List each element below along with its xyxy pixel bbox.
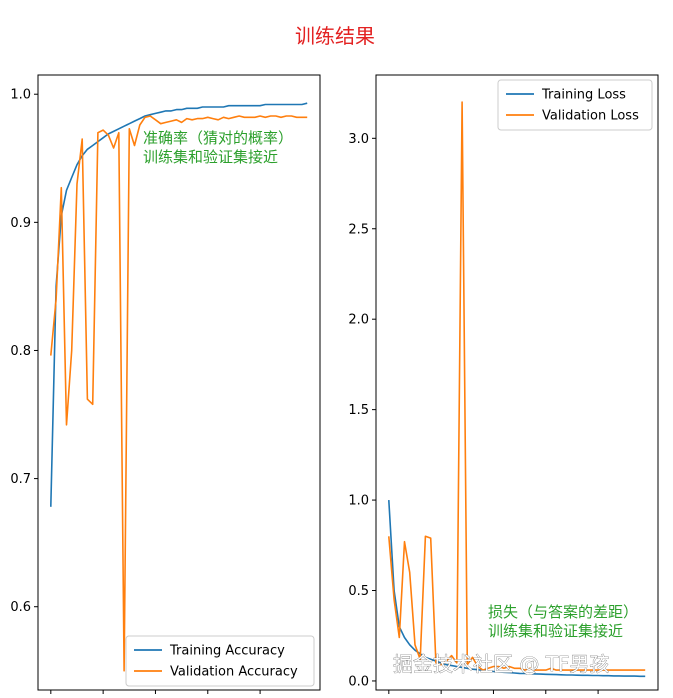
legend-label-2: Validation Loss bbox=[542, 109, 639, 124]
legend-label-1: Training Loss bbox=[541, 88, 626, 103]
y-tick-label: 0.0 bbox=[348, 674, 369, 689]
annotation-line-1: 准确率（猜对的概率） bbox=[143, 129, 293, 147]
axes-frame bbox=[375, 74, 659, 691]
y-tick-label: 1.0 bbox=[10, 88, 31, 103]
series-line-2 bbox=[50, 115, 308, 672]
series-line-1 bbox=[50, 102, 308, 507]
y-tick-label: 1.0 bbox=[348, 494, 369, 509]
legend-label-2: Validation Accuracy bbox=[170, 665, 298, 680]
y-tick-label: 3.0 bbox=[348, 132, 369, 147]
y-tick-label: 0.5 bbox=[348, 584, 369, 599]
annotation-line-2: 训练集和验证集接近 bbox=[488, 622, 623, 640]
axes-frame bbox=[37, 74, 321, 691]
watermark: 掘金技术社区 @ TF男孩 bbox=[393, 652, 609, 676]
y-tick-label: 2.5 bbox=[348, 222, 369, 237]
y-tick-label: 1.5 bbox=[348, 403, 369, 418]
y-tick-label: 2.0 bbox=[348, 313, 369, 328]
legend-box bbox=[125, 635, 315, 687]
legend: Training Accuracy Validation Accuracy bbox=[125, 635, 315, 687]
legend-box bbox=[497, 79, 653, 131]
annotation-line-1: 损失（与答案的差距） bbox=[488, 603, 638, 621]
legend: Training Loss Validation Loss bbox=[497, 79, 653, 131]
annotation-line-2: 训练集和验证集接近 bbox=[143, 148, 278, 166]
series-line-2 bbox=[388, 101, 646, 671]
y-tick-label: 0.8 bbox=[10, 344, 31, 359]
legend-label-1: Training Accuracy bbox=[169, 644, 285, 659]
figure-title: 训练结果 bbox=[295, 24, 375, 48]
loss-chart: 0.0 0.5 1.0 1.5 2.0 2.5 3.0 损失（与答案的差距）训练集和验证集接近… bbox=[348, 74, 659, 694]
series-line-1 bbox=[388, 500, 646, 678]
y-tick-label: 0.9 bbox=[10, 216, 31, 231]
accuracy-chart: 0.6 0.7 0.8 0.9 1.0 准确率（猜对的概率）训练集和验证集接近 Traini… bbox=[10, 74, 321, 694]
y-tick-label: 0.6 bbox=[10, 600, 31, 615]
y-tick-label: 0.7 bbox=[10, 472, 31, 487]
